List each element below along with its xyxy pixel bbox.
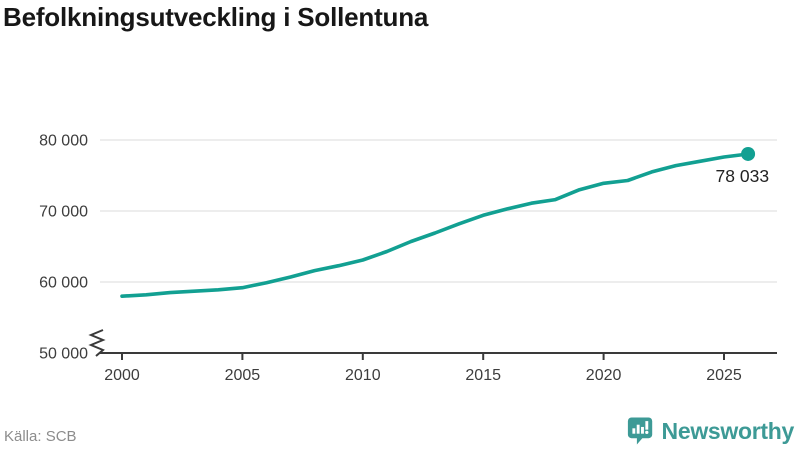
last-point-marker: [741, 146, 756, 161]
population-line: [120, 152, 750, 299]
last-value-label: 78 033: [716, 166, 770, 186]
y-tick-label: 50 000: [39, 346, 88, 363]
newsworthy-logo[interactable]: Newsworthy: [627, 416, 794, 446]
x-tick-label: 2025: [706, 367, 742, 384]
x-tick-label: 2020: [586, 367, 622, 384]
y-tick-label: 70 000: [39, 204, 88, 221]
x-tick-label: 2000: [104, 367, 140, 384]
page-title: Befolkningsutveckling i Sollentuna: [3, 2, 429, 32]
x-tick-label: 2005: [225, 367, 261, 384]
y-tick-label: 60 000: [39, 275, 88, 292]
axis-break-icon: [88, 329, 106, 357]
x-tick-label: 2015: [465, 367, 501, 384]
newsworthy-wordmark: Newsworthy: [661, 417, 795, 444]
x-tick-label: 2010: [345, 367, 381, 384]
newsworthy-bubble-chart-icon: [627, 417, 652, 445]
source-label: Källa: SCB: [4, 428, 77, 445]
y-tick-label: 80 000: [39, 133, 88, 150]
